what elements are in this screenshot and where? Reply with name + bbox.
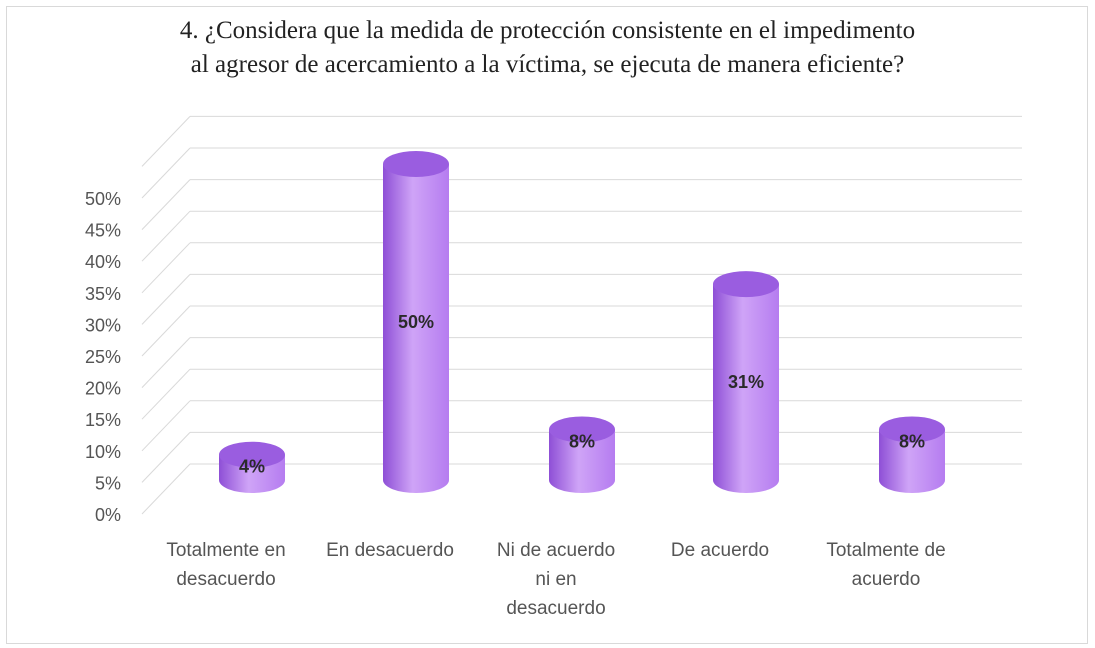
bar-top [219, 441, 285, 468]
chart-frame [6, 6, 1088, 644]
data-label: 4% [239, 457, 265, 477]
bar-group: 8% [549, 416, 615, 493]
bar-top [549, 416, 615, 443]
y-tick-label: 15% [85, 410, 121, 430]
y-tick-label: 30% [85, 315, 121, 335]
data-label: 8% [899, 431, 925, 451]
bar-top [713, 271, 779, 298]
chart-title-line-2: al agresor de acercamiento a la víctima,… [190, 51, 905, 78]
category-label: desacuerdo [176, 569, 275, 590]
x-axis-labels: Totalmente en desacuerdo En desacuerdo Ni d… [166, 540, 945, 619]
gridline-diagonal [141, 463, 191, 515]
y-tick-label: 35% [85, 284, 121, 304]
bar [549, 429, 615, 493]
gridline-diagonal [141, 274, 191, 325]
y-tick-label: 25% [85, 347, 121, 367]
data-label: 50% [398, 312, 434, 332]
y-tick-label: 5% [95, 473, 121, 493]
gridline-diagonal [141, 210, 191, 262]
data-label: 31% [728, 372, 764, 392]
y-tick-label: 50% [85, 189, 121, 209]
category-label: Totalmente de [826, 540, 945, 561]
gridline-diagonal [141, 116, 191, 167]
gridline-diagonal [141, 179, 191, 230]
gridline-diagonal [141, 432, 191, 483]
bar [879, 429, 945, 493]
bar-group: 4% [219, 441, 285, 493]
category-label: Ni de acuerdo [497, 540, 615, 561]
category-label: desacuerdo [506, 598, 605, 619]
data-label: 8% [569, 431, 595, 451]
gridline-diagonal [141, 242, 191, 294]
y-axis-ticks: 0% 5% 10% 15% 20% 25% 30% 35% 40% 45% 50% [85, 189, 121, 525]
category-label: De acuerdo [671, 540, 769, 561]
gridline-diagonal [141, 368, 191, 420]
bar-top [879, 416, 945, 443]
bar-group: 31% [713, 271, 779, 493]
bar [713, 284, 779, 493]
bar [383, 164, 449, 493]
chart-title-line-1: 4. ¿Considera que la medida de protecció… [179, 17, 916, 44]
gridline-diagonal [141, 305, 191, 357]
y-tick-label: 10% [85, 442, 121, 462]
bar-group: 50% [383, 151, 449, 493]
category-label: En desacuerdo [326, 540, 454, 561]
category-label: acuerdo [852, 569, 921, 590]
category-label: ni en [535, 569, 576, 590]
bar-group: 8% [879, 416, 945, 493]
y-tick-label: 40% [85, 252, 121, 272]
gridline-diagonal [141, 400, 191, 452]
y-tick-label: 20% [85, 379, 121, 399]
category-label: Totalmente en [166, 540, 285, 561]
bar-top [383, 151, 449, 177]
chart-title: 4. ¿Considera que la medida de protecció… [0, 14, 1095, 82]
y-tick-label: 0% [95, 505, 121, 525]
y-tick-label: 45% [85, 221, 121, 241]
gridline-diagonal [141, 147, 191, 199]
bars: 4% 50% 8% 31% 8% [219, 151, 945, 493]
gridline-diagonal [141, 337, 191, 388]
